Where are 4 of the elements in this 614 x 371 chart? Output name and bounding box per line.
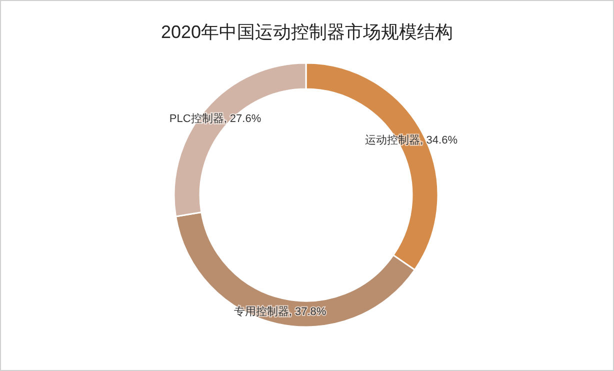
data-label: , 37.8%	[288, 306, 326, 318]
title: 2020年中国运动控制器市场规模结构	[160, 22, 454, 42]
data-label: , 34.6%	[420, 134, 458, 147]
data-label: , 27.6%	[224, 113, 262, 125]
